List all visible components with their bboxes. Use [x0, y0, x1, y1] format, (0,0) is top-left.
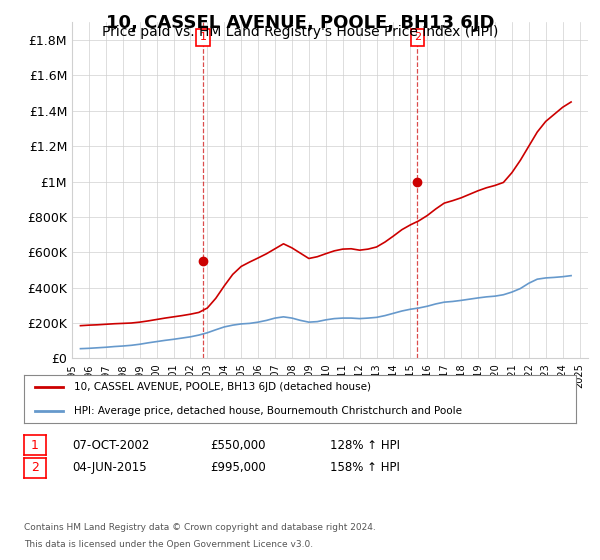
Text: £550,000: £550,000: [210, 438, 265, 452]
Text: 04-JUN-2015: 04-JUN-2015: [72, 461, 146, 474]
Text: £995,000: £995,000: [210, 461, 266, 474]
Text: 10, CASSEL AVENUE, POOLE, BH13 6JD: 10, CASSEL AVENUE, POOLE, BH13 6JD: [106, 14, 494, 32]
Text: Price paid vs. HM Land Registry's House Price Index (HPI): Price paid vs. HM Land Registry's House …: [102, 25, 498, 39]
Text: 128% ↑ HPI: 128% ↑ HPI: [330, 438, 400, 452]
Text: 2: 2: [31, 461, 39, 474]
Text: This data is licensed under the Open Government Licence v3.0.: This data is licensed under the Open Gov…: [24, 540, 313, 549]
Text: 2: 2: [414, 32, 421, 43]
Text: 158% ↑ HPI: 158% ↑ HPI: [330, 461, 400, 474]
Text: Contains HM Land Registry data © Crown copyright and database right 2024.: Contains HM Land Registry data © Crown c…: [24, 523, 376, 532]
Text: 07-OCT-2002: 07-OCT-2002: [72, 438, 149, 452]
Text: 10, CASSEL AVENUE, POOLE, BH13 6JD (detached house): 10, CASSEL AVENUE, POOLE, BH13 6JD (deta…: [74, 382, 371, 392]
Text: 1: 1: [31, 438, 39, 452]
Text: HPI: Average price, detached house, Bournemouth Christchurch and Poole: HPI: Average price, detached house, Bour…: [74, 406, 461, 416]
Text: 1: 1: [200, 32, 206, 43]
